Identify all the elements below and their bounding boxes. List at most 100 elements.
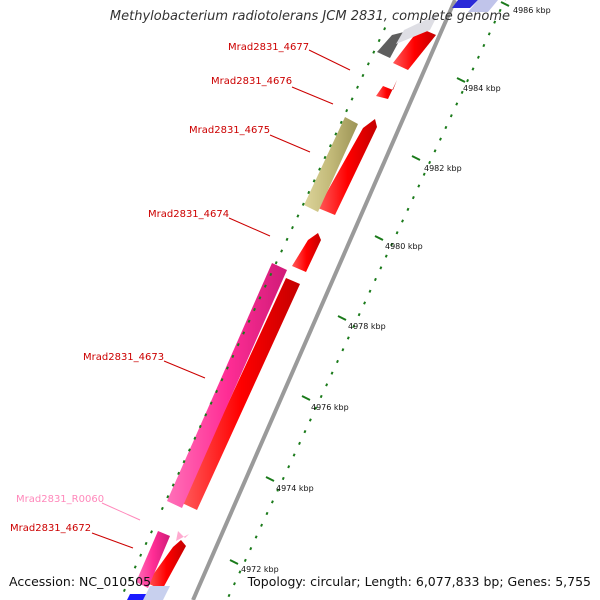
inner-ring-dot	[318, 167, 322, 171]
map-title: Methylobacterium radiotolerans JCM 2831,…	[109, 9, 510, 24]
inner-ring-dot	[166, 495, 170, 499]
inner-ring-dot	[236, 343, 240, 347]
inner-ring-dot	[285, 237, 289, 241]
inner-ring-dot	[193, 436, 197, 440]
inner-ring-dot	[177, 471, 181, 475]
scale-dot	[319, 394, 323, 399]
gene-label[interactable]: Mrad2831_4674	[148, 209, 229, 220]
gene-label[interactable]: Mrad2831_4673	[83, 352, 164, 363]
leader-line	[163, 360, 206, 379]
gene-label[interactable]: Mrad2831_R0060	[16, 494, 104, 505]
feature-gray[interactable]	[377, 32, 404, 58]
inner-ring-dot	[356, 85, 359, 89]
scale-dot	[433, 149, 437, 153]
scale-dot	[449, 114, 453, 118]
inner-ring-dot	[372, 50, 376, 54]
scale-dot	[330, 371, 334, 375]
scale-dot	[417, 184, 421, 188]
scale-dot	[336, 359, 339, 364]
cds-mrad2831-4677[interactable]	[393, 28, 436, 70]
scale-dot	[233, 582, 236, 586]
feature-olive[interactable]	[304, 117, 358, 212]
gene-label[interactable]: Mrad2831_4672	[10, 523, 91, 534]
cds-mrad2831-4675[interactable]	[318, 119, 377, 215]
inner-ring-dot	[139, 553, 143, 557]
scale-dot	[471, 67, 475, 71]
inner-ring-dot	[133, 565, 137, 569]
scale-dot	[406, 207, 410, 211]
cds-mrad2831-4676[interactable]	[376, 80, 397, 99]
inner-ring-dot	[328, 144, 332, 148]
tick-label: 4976 kbp	[311, 403, 349, 412]
major-tick	[337, 315, 347, 321]
cds-mrad2831-4672[interactable]	[147, 540, 186, 590]
scale-dot	[466, 79, 470, 83]
leader-line	[91, 532, 134, 549]
inner-ring-dot	[247, 319, 251, 323]
gene-label[interactable]: Mrad2831_4677	[228, 42, 309, 53]
major-tick	[301, 395, 311, 401]
inner-ring-dot	[215, 389, 219, 394]
trna-mrad2831-r0060[interactable]	[176, 531, 189, 541]
scale-dot	[428, 160, 432, 165]
feature-faded-bottom[interactable]	[143, 586, 170, 600]
inner-ring-dot	[204, 413, 208, 417]
scale-dot	[287, 465, 291, 469]
major-tick	[229, 559, 239, 565]
gene-label[interactable]: Mrad2831_4676	[211, 76, 292, 87]
cds-mrad2831-4673[interactable]	[182, 278, 300, 510]
scale-dot	[325, 383, 329, 387]
major-tick	[374, 235, 384, 241]
feature-blue-top[interactable]	[452, 0, 478, 8]
inner-ring-dot	[383, 27, 387, 31]
inner-ring-dot	[122, 588, 126, 592]
inner-ring-dot	[182, 460, 186, 464]
leader-line	[308, 49, 351, 71]
leader-line	[291, 86, 334, 105]
inner-ring-dot	[128, 577, 132, 581]
inner-ring-dot	[301, 202, 305, 206]
inner-ring-dot	[209, 401, 213, 405]
inner-ring-dot	[274, 261, 278, 265]
scale-dot	[352, 324, 356, 328]
scale-dot	[439, 137, 442, 141]
tick-marks: 4986 kbp 4984 kbp 4982 kbp 4980 kbp 4978 kbp…	[122, 0, 551, 598]
inner-ring-dot	[269, 272, 273, 277]
tick-label: 4980 kbp	[385, 242, 423, 251]
leader-line	[228, 217, 271, 237]
tick-label: 4978 kbp	[348, 322, 386, 331]
scale-dot	[411, 196, 415, 200]
scale-dot	[254, 535, 258, 539]
gene-label[interactable]: Mrad2831_4675	[189, 125, 270, 136]
inner-ring-dot	[150, 530, 153, 534]
feature-blue-top-faded[interactable]	[468, 0, 498, 12]
feature-faded-gray[interactable]	[396, 14, 438, 44]
scale-dot	[314, 406, 318, 410]
accession-text: Accession: NC_010505	[9, 574, 152, 589]
forward-strand-features	[147, 28, 436, 590]
cds-mrad2831-4674[interactable]	[292, 233, 321, 272]
scale-dot	[292, 453, 296, 457]
scale-dot	[384, 254, 388, 258]
summary-text: Topology: circular; Length: 6,077,833 bp…	[247, 574, 591, 589]
gene-labels: Mrad2831_4677 Mrad2831_4676 Mrad2831_4675 M…	[10, 42, 309, 534]
inner-ring-dot	[258, 296, 262, 300]
scale-dot	[390, 242, 394, 247]
inner-ring-dot	[160, 506, 164, 511]
inner-ring-dot	[220, 378, 224, 382]
inner-ring-dot	[296, 214, 300, 218]
feature-pink-large[interactable]	[167, 263, 287, 508]
inner-ring-dot	[253, 307, 256, 312]
scale-dot	[276, 488, 280, 492]
inner-ring-dot	[225, 366, 229, 370]
inner-ring-dot	[339, 120, 343, 124]
scale-dot	[260, 523, 264, 527]
scale-dot	[487, 32, 491, 36]
scale-dot	[357, 313, 361, 317]
inner-ring-dot	[312, 179, 316, 183]
feature-pink-small[interactable]	[136, 531, 170, 588]
inner-ring-dot	[350, 97, 354, 101]
major-tick	[265, 476, 275, 482]
scale-dot	[493, 20, 497, 24]
